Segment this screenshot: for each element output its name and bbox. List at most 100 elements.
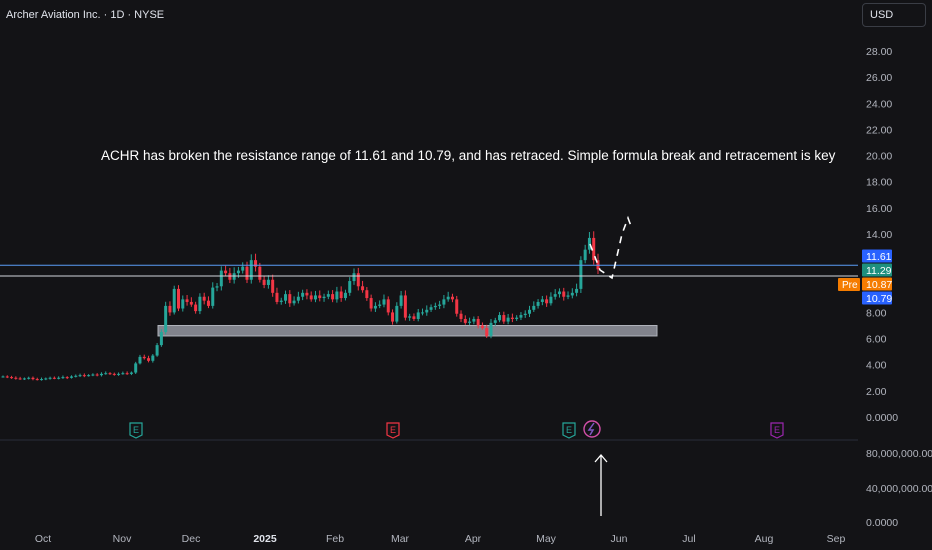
candle-body[interactable] [1,376,5,378]
candle-body[interactable] [52,377,56,379]
candle-body[interactable] [395,305,399,322]
candle-body[interactable] [587,237,591,250]
candle-body[interactable] [177,288,181,309]
candle-body[interactable] [5,376,9,378]
candle-body[interactable] [159,332,163,346]
candle-body[interactable] [262,279,266,285]
candle-body[interactable] [403,295,407,318]
candle-body[interactable] [134,363,138,373]
candle-body[interactable] [485,328,489,336]
candle-body[interactable] [74,375,78,377]
candle-body[interactable] [553,294,557,297]
candle-body[interactable] [579,260,583,289]
candle-body[interactable] [408,316,412,318]
candle-body[interactable] [399,295,403,306]
candle-body[interactable] [532,305,536,310]
candle-body[interactable] [450,296,454,300]
candle-body[interactable] [412,316,416,319]
candle-body[interactable] [245,266,249,280]
candle-body[interactable] [313,295,317,300]
candle-body[interactable] [348,281,352,293]
candle-body[interactable] [425,309,429,313]
lightning-news-icon[interactable] [583,420,601,438]
candle-body[interactable] [78,375,82,377]
candle-body[interactable] [99,373,103,376]
candle-body[interactable] [562,291,566,297]
candle-body[interactable] [438,304,442,306]
candle-body[interactable] [61,377,65,379]
candle-body[interactable] [301,292,305,297]
projection-dashed-line[interactable] [589,215,632,280]
candle-body[interactable] [502,315,506,322]
candle-body[interactable] [10,377,14,379]
candle-body[interactable] [14,377,18,379]
candle-body[interactable] [249,260,253,280]
candle-body[interactable] [433,305,437,308]
candle-body[interactable] [198,296,202,312]
candle-body[interactable] [271,279,275,293]
candle-body[interactable] [549,296,553,304]
candle-body[interactable] [215,286,219,288]
candle-body[interactable] [369,298,373,309]
candle-body[interactable] [575,288,579,293]
candle-body[interactable] [361,286,365,291]
candle-body[interactable] [258,266,262,280]
candle-body[interactable] [151,355,155,361]
candle-body[interactable] [155,345,159,356]
candle-body[interactable] [31,377,35,380]
candle-body[interactable] [241,266,245,271]
candle-body[interactable] [219,270,223,287]
candle-body[interactable] [206,300,210,306]
candle-body[interactable] [168,305,172,313]
candle-body[interactable] [181,299,185,309]
candle-body[interactable] [228,273,232,280]
candle-body[interactable] [309,295,313,300]
candle-body[interactable] [91,374,95,376]
candle-body[interactable] [18,378,22,380]
candle-body[interactable] [476,318,480,326]
candle-body[interactable] [65,377,69,379]
candle-body[interactable] [343,292,347,299]
candle-body[interactable] [519,315,523,318]
candle-body[interactable] [322,296,326,299]
candle-body[interactable] [138,356,142,364]
earnings-marker-icon[interactable] [386,422,400,439]
candle-body[interactable] [27,377,31,379]
candle-body[interactable] [202,296,206,301]
candle-body[interactable] [288,294,292,304]
candle-body[interactable] [468,321,472,323]
candle-body[interactable] [44,378,48,380]
candle-body[interactable] [318,295,322,299]
candle-body[interactable] [463,318,467,323]
candle-body[interactable] [373,305,377,309]
candle-body[interactable] [331,294,335,300]
candle-body[interactable] [583,249,587,261]
candle-body[interactable] [459,313,463,319]
candle-body[interactable] [164,305,168,333]
candle-body[interactable] [112,373,116,375]
candle-body[interactable] [266,279,270,285]
candle-body[interactable] [121,373,125,375]
earnings-marker-icon[interactable] [770,422,784,439]
candle-body[interactable] [189,301,193,305]
candle-body[interactable] [142,356,146,359]
candle-body[interactable] [365,290,369,299]
candle-body[interactable] [236,270,240,274]
candle-body[interactable] [292,300,296,304]
candle-body[interactable] [232,273,236,280]
candle-body[interactable] [275,292,279,302]
candle-body[interactable] [570,292,574,296]
candle-body[interactable] [557,291,561,295]
candle-body[interactable] [82,375,86,377]
candle-body[interactable] [386,299,390,313]
support-zone-rect[interactable] [157,325,658,337]
candle-body[interactable] [296,296,300,301]
candle-body[interactable] [48,377,52,379]
candle-body[interactable] [211,287,215,306]
candle-body[interactable] [480,325,484,329]
candle-body[interactable] [378,304,382,306]
candle-body[interactable] [429,307,433,310]
candle-body[interactable] [108,373,112,375]
candle-body[interactable] [391,312,395,322]
